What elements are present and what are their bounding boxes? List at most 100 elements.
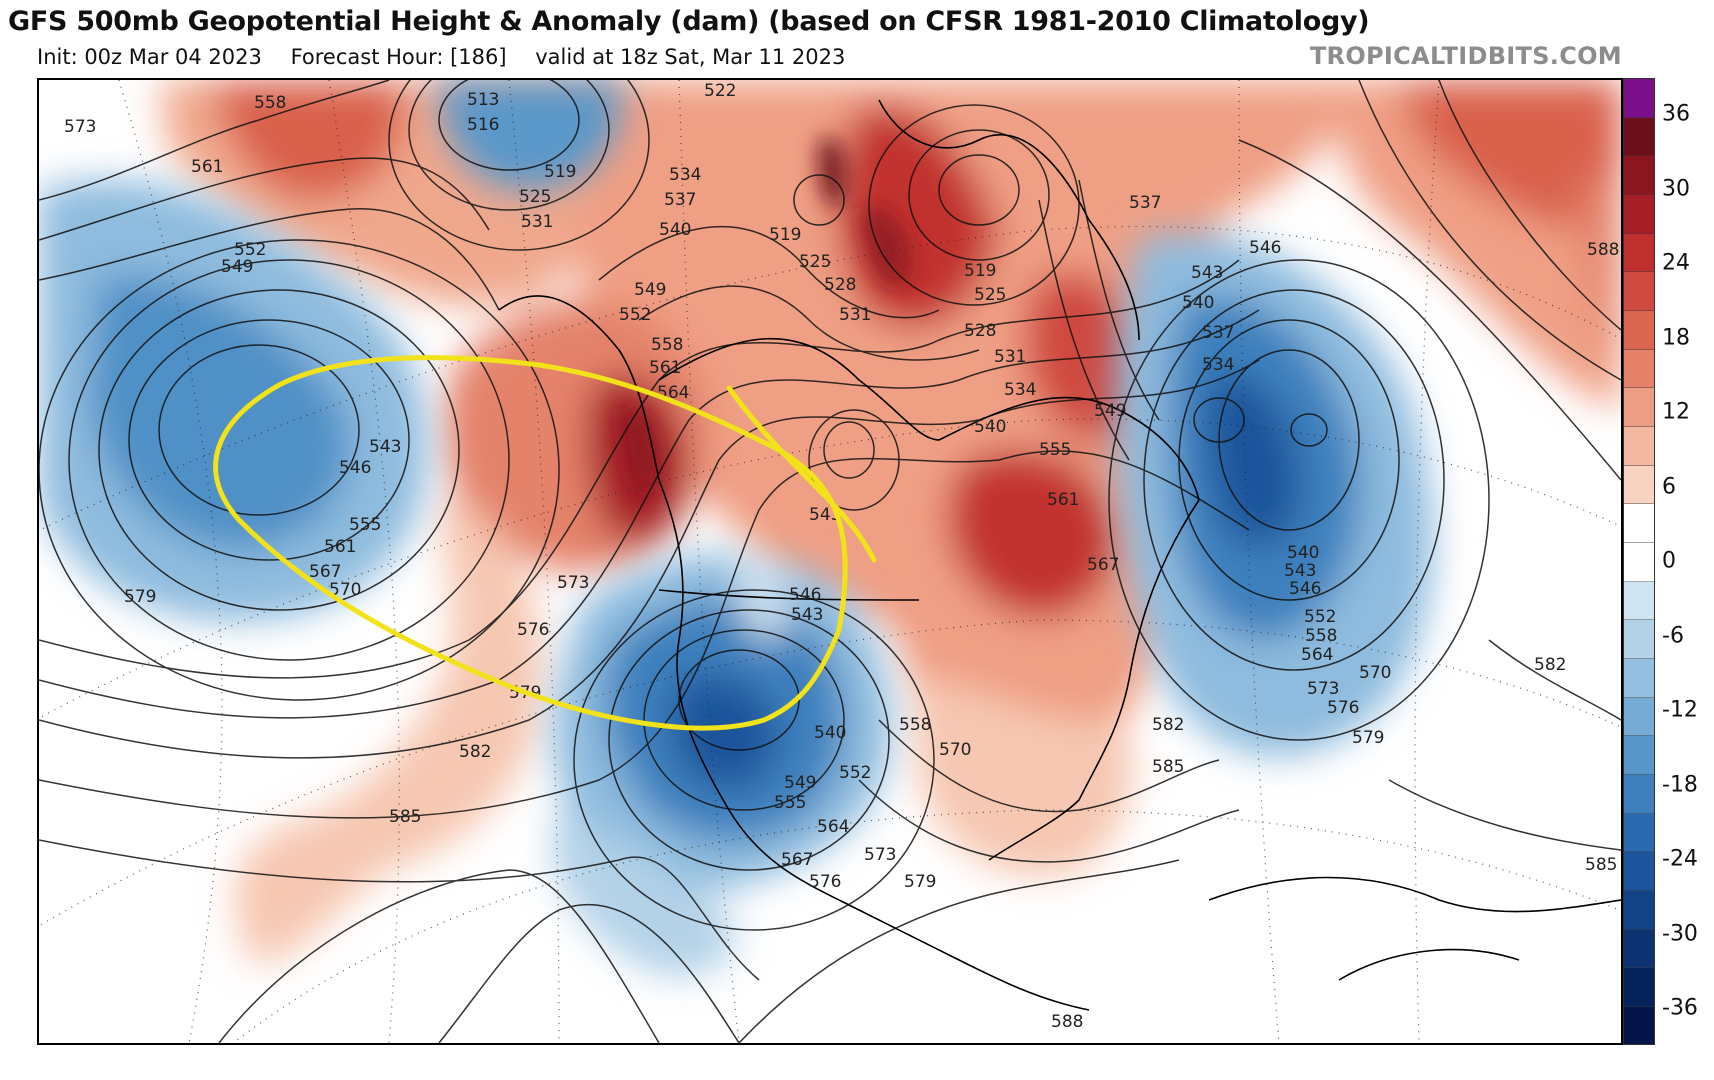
contour-label: 537 [1129,193,1161,213]
colorbar-segment [1624,388,1654,428]
contour-label: 519 [769,225,801,245]
colorbar-tick-label: -18 [1662,772,1698,797]
colorbar-segment [1624,697,1654,737]
contour-label: 543 [1191,263,1223,283]
contour-label: 543 [791,605,823,625]
contour-label: 573 [1307,679,1339,699]
anomaly-shading [39,80,1621,977]
contour-label: 525 [799,252,831,272]
contour-label: 522 [704,81,736,101]
annotation-loop [213,355,848,731]
annotation-trough-line [726,385,877,563]
contour-label: 555 [774,793,806,813]
contour-label: 543 [369,437,401,457]
contour-label: 519 [964,261,996,281]
contour-label: 531 [994,347,1026,367]
contour-label: 543 [1284,561,1316,581]
contour-label: 561 [324,537,356,557]
contour-label: 525 [519,187,551,207]
contour-label: 561 [191,157,223,177]
valid-time: valid at 18z Sat, Mar 11 2023 [535,45,846,69]
contour-label: 552 [619,305,651,325]
contour-label: 531 [521,212,553,232]
colorbar-segment [1624,233,1654,273]
contour-label: 579 [904,872,936,892]
contour-label: 573 [64,117,96,137]
colorbar-tick-label: 18 [1662,325,1690,350]
map-canvas: 573 558 561 552 549 543 546 555 561 567 … [39,80,1621,1043]
contour-label: 549 [634,280,666,300]
height-contours [39,80,1621,1043]
colorbar-segment [1624,581,1654,621]
contour-label: 558 [254,93,286,113]
colorbar-tick-label: 0 [1662,548,1676,574]
contour-label: 552 [1304,607,1336,627]
contour-label: 540 [659,220,691,240]
colorbar-segment [1624,891,1654,930]
colorbar-segment [1624,272,1654,312]
contour-label: 549 [221,257,253,277]
colorbar-segment [1624,195,1654,234]
contour-label: 525 [974,285,1006,305]
contour-label: 570 [939,740,971,760]
site-brand: TROPICALTIDBITS.COM [1309,42,1622,70]
contour-label: 561 [1047,490,1079,510]
contour-label: 585 [1152,757,1184,777]
colorbar-tick-label: 12 [1662,399,1690,425]
yellow-annotation [213,355,877,731]
chart-title: GFS 500mb Geopotential Height & Anomaly … [8,6,1370,37]
contour-label: 528 [964,321,996,341]
colorbar-segment [1624,775,1654,814]
colorbar-segment [1624,465,1654,505]
forecast-hour: Forecast Hour: [186] [290,45,507,69]
colorbar-tick-label: 6 [1662,474,1676,499]
colorbar-segment [1624,620,1654,660]
colorbar-segment [1624,659,1654,698]
contour-label: 534 [669,165,701,185]
contour-label: 573 [557,573,589,593]
contour-label: 561 [649,358,681,378]
contour-label: 570 [1359,663,1391,683]
colorbar-tick-label: -30 [1662,921,1698,946]
contour-label: 546 [789,585,821,605]
contour-label: 582 [1534,655,1566,675]
colorbar-segment [1624,504,1654,544]
colorbar-segment [1624,929,1654,969]
contour-label: 558 [1305,626,1337,646]
colorbar-segment [1624,968,1654,1008]
contour-label: 567 [781,850,813,870]
contour-label: 549 [784,773,816,793]
forecast-map: 573 558 561 552 549 543 546 555 561 567 … [37,78,1623,1045]
colorbar-segment [1624,427,1654,466]
contour-label: 582 [459,742,491,762]
contour-label: 585 [389,807,421,827]
contour-label: 588 [1051,1012,1083,1032]
contour-label: 555 [1039,440,1071,460]
contour-label: 567 [309,562,341,582]
contour-label: 528 [824,275,856,295]
contour-label: 555 [349,515,381,535]
contour-label: 534 [1004,380,1036,400]
colorbar-segment [1624,1007,1654,1044]
contour-label: 540 [974,417,1006,437]
colorbar-segment [1624,852,1654,892]
contour-label: 576 [517,620,549,640]
contour-label: 567 [1087,555,1119,575]
colorbar-segment [1624,156,1654,196]
contour-label: 576 [1327,698,1359,718]
contour-label: 537 [664,190,696,210]
contour-label: 582 [1152,715,1184,735]
chart-subtitle: Init: 00z Mar 04 2023 Forecast Hour: [18… [37,45,867,69]
contour-label: 540 [1182,293,1214,313]
contour-label: 549 [1094,401,1126,421]
contour-label: 546 [1289,579,1321,599]
contour-label: 519 [544,162,576,182]
colorbar-segment [1624,349,1654,389]
contour-label: 552 [839,763,871,783]
colorbar-segment [1624,117,1654,157]
contour-label: 585 [1585,855,1617,875]
colorbar-tick-label: 30 [1662,176,1690,201]
contour-label: 558 [899,715,931,735]
contour-label: 537 [1202,323,1234,343]
contour-label: 540 [1287,543,1319,563]
